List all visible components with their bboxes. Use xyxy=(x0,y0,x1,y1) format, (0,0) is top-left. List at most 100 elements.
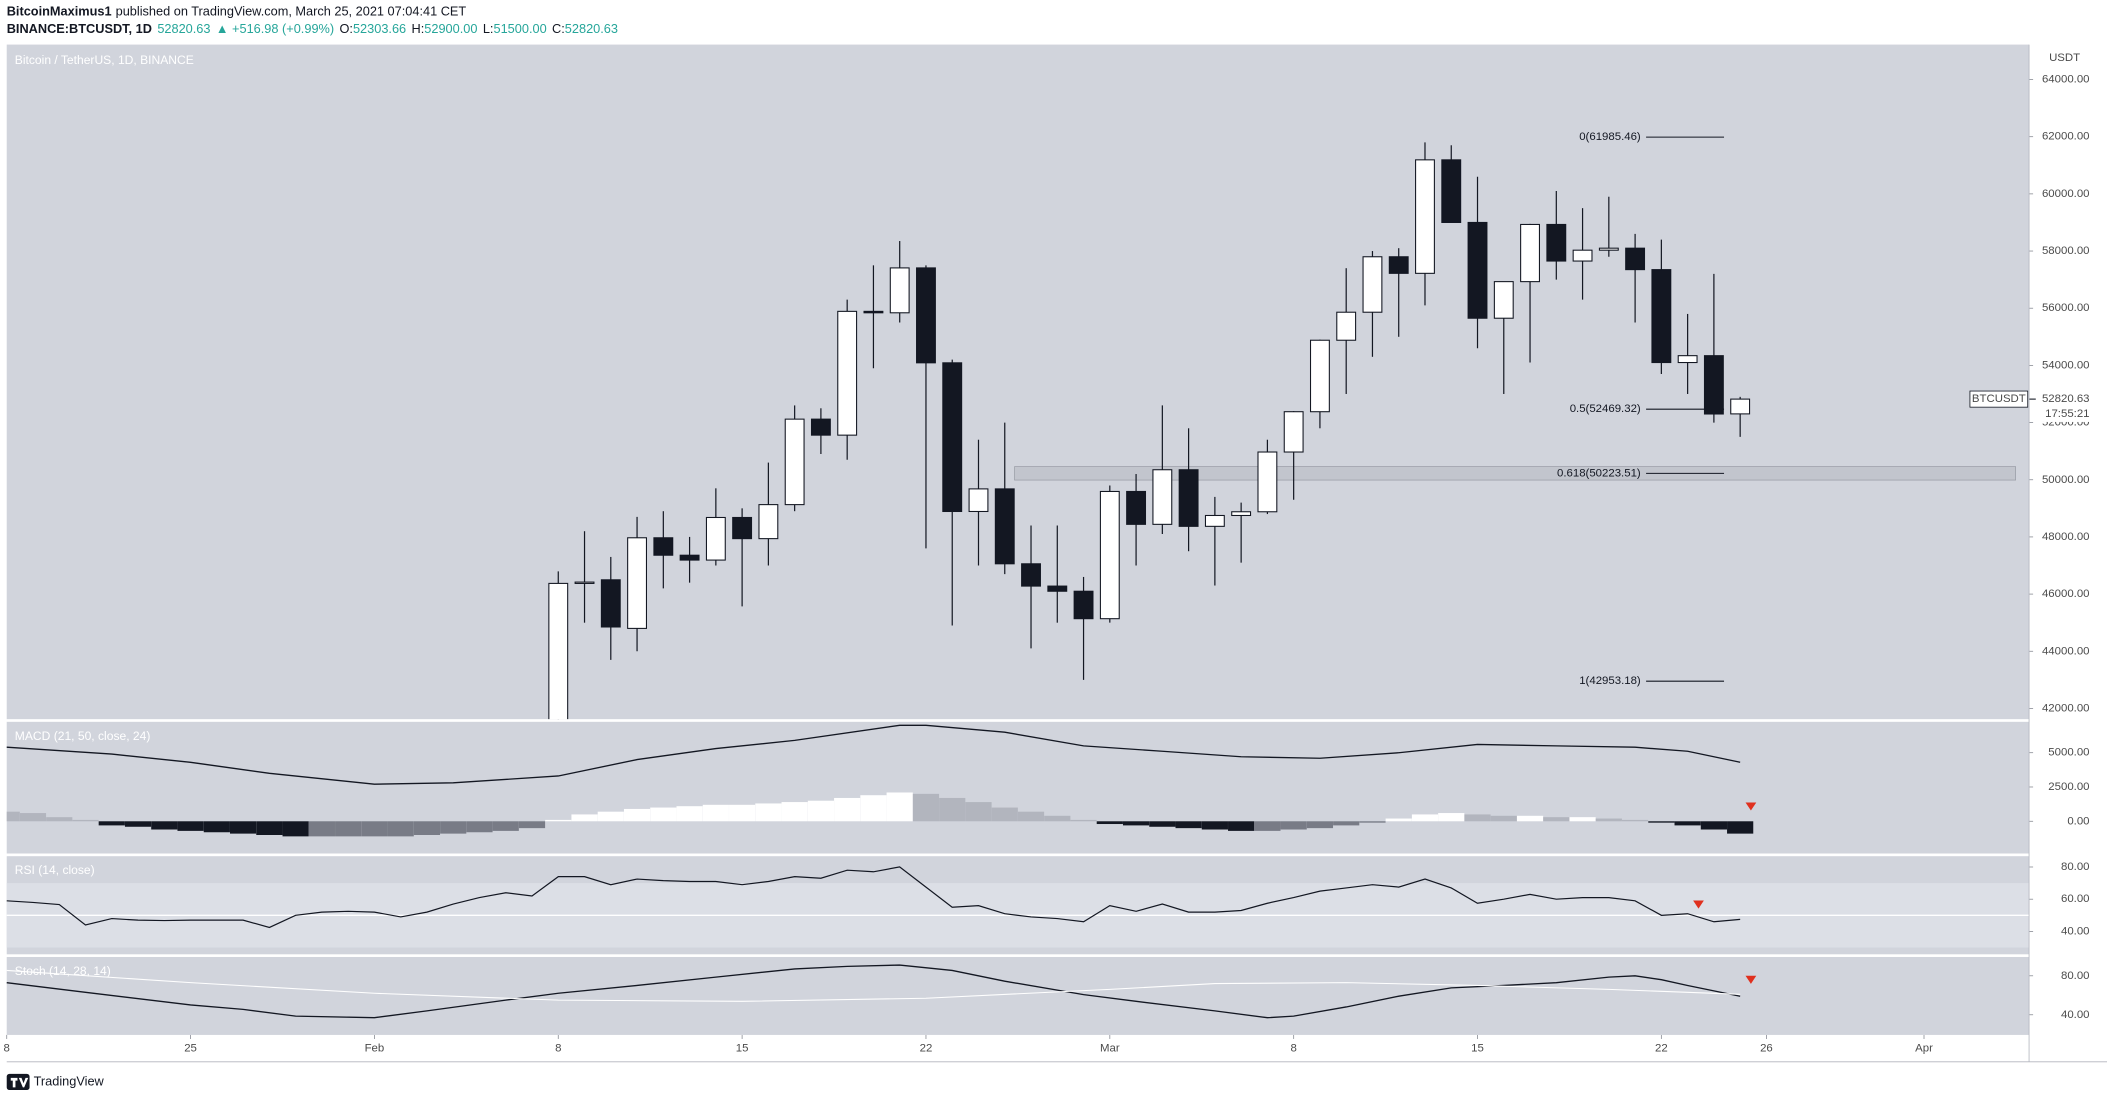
pane-title: Bitcoin / TetherUS, 1D, BINANCE xyxy=(15,53,194,67)
histogram-bar xyxy=(518,821,546,829)
y-tick-label: 46000.00 xyxy=(2042,588,2090,600)
histogram-bar xyxy=(1385,818,1412,822)
histogram-bar xyxy=(1149,821,1176,827)
histogram-bar xyxy=(6,811,20,822)
y-tick-label: 42000.00 xyxy=(2042,702,2090,714)
histogram-bar xyxy=(1122,821,1150,826)
fib-label: 0.5(52469.32) xyxy=(1570,403,1641,415)
x-tick-label: 26 xyxy=(1760,1042,1773,1054)
histogram-bar xyxy=(1201,821,1228,830)
pane-title: RSI (14, close) xyxy=(15,863,95,877)
y-tick-label: 56000.00 xyxy=(2042,302,2090,314)
y-tick-label: 40.00 xyxy=(2061,925,2090,937)
histogram-bar xyxy=(72,819,99,822)
candle-body xyxy=(1651,269,1672,364)
histogram-bar xyxy=(256,821,283,835)
candle-body xyxy=(1231,511,1252,517)
histogram-bar xyxy=(1700,821,1727,830)
histogram-bar xyxy=(545,819,572,822)
candle-body xyxy=(574,581,595,584)
y-tick-label: 48000.00 xyxy=(2042,531,2090,543)
published: published on TradingView.com, March 25, … xyxy=(116,4,467,19)
x-tick-label: Feb xyxy=(365,1042,385,1054)
candle-body xyxy=(1388,256,1409,274)
ohlc-value: 52900.00 xyxy=(424,21,477,36)
histogram-bar xyxy=(1438,813,1465,822)
pane-background xyxy=(6,44,2030,720)
y-tick-label: 80.00 xyxy=(2061,861,2090,873)
last-price-box xyxy=(2029,391,2094,422)
histogram-bar xyxy=(1621,819,1649,822)
candle-body xyxy=(627,537,648,629)
price-axis xyxy=(2029,721,2107,854)
candle-body xyxy=(1126,490,1147,525)
candle-body xyxy=(1467,221,1488,319)
histogram-bar xyxy=(834,797,861,822)
histogram-bar xyxy=(1175,821,1202,829)
histogram-bar xyxy=(1096,821,1123,825)
candle-body xyxy=(705,516,726,561)
x-tick-label: 8 xyxy=(555,1042,561,1054)
histogram-bar xyxy=(965,802,992,822)
x-tick-label: Mar xyxy=(1100,1042,1120,1054)
histogram-bar xyxy=(1228,821,1255,831)
price-axis xyxy=(2029,44,2107,720)
histogram-bar xyxy=(98,821,125,826)
candles: 0(61985.46) 0.5(52469.32) 0.618(50223.51) 1… xyxy=(548,131,2016,720)
histogram-bar xyxy=(755,803,782,822)
ohlc-label: L: xyxy=(483,21,494,36)
histogram-bar xyxy=(492,821,519,831)
candle-body xyxy=(758,504,779,540)
symbol-badge xyxy=(1969,390,2029,408)
candle-body xyxy=(653,537,674,556)
symbol: BINANCE:BTCUSDT, 1D xyxy=(7,21,152,36)
axis-unit: USDT xyxy=(2049,52,2080,64)
candle-body xyxy=(1336,311,1357,341)
signal-arrow xyxy=(1745,975,1757,984)
countdown: 17:55:21 xyxy=(2045,408,2089,420)
candle-body xyxy=(1152,469,1173,525)
y-tick-label: 62000.00 xyxy=(2042,131,2090,143)
candle-body xyxy=(1730,398,1751,415)
fib-label: 0(61985.46) xyxy=(1579,131,1641,143)
histogram-bar xyxy=(335,821,362,837)
histogram-bar xyxy=(1727,821,1754,834)
histogram-bar xyxy=(124,821,152,827)
histogram-bar xyxy=(676,806,703,822)
y-tick-label: 2500.00 xyxy=(2048,781,2089,793)
histogram-bar xyxy=(177,821,204,831)
rsi-line xyxy=(6,866,1741,929)
stoch-line xyxy=(6,969,1741,1002)
x-tick-label: 15 xyxy=(1471,1042,1484,1054)
histogram-bar xyxy=(1490,815,1517,822)
histogram-bar xyxy=(1359,821,1386,823)
candle-body xyxy=(863,310,884,314)
panes: 42000.00 44000.00 46000.00 48000.00 50000.00… xyxy=(4,44,2107,1063)
histogram-bar xyxy=(886,792,913,822)
histogram-bar xyxy=(1569,817,1596,822)
histogram-bar xyxy=(1070,819,1097,822)
candle-body xyxy=(889,267,910,314)
candle-body xyxy=(679,554,700,561)
candle-body xyxy=(994,488,1015,565)
histogram-bar xyxy=(1306,821,1334,829)
histogram-bar xyxy=(571,814,598,822)
histogram-bar xyxy=(1017,811,1045,822)
histogram-bar xyxy=(413,821,441,835)
histogram-bar xyxy=(939,797,966,822)
fib-label: 1(42953.18) xyxy=(1579,675,1641,687)
y-tick-label: 50000.00 xyxy=(2042,474,2090,486)
candle-body xyxy=(916,267,936,364)
candle-body xyxy=(1099,490,1120,620)
histogram-bar xyxy=(151,821,178,830)
x-tick-label: 22 xyxy=(1655,1042,1668,1054)
candle-body xyxy=(1309,339,1330,413)
x-tick-label: 8 xyxy=(1290,1042,1296,1054)
price-axis xyxy=(2029,856,2107,955)
candle-body xyxy=(1283,411,1304,453)
histogram-bar xyxy=(1411,814,1439,822)
fib-label: 0.618(50223.51) xyxy=(1557,467,1641,479)
histogram-bar xyxy=(282,821,309,837)
candle-body xyxy=(1598,247,1619,251)
